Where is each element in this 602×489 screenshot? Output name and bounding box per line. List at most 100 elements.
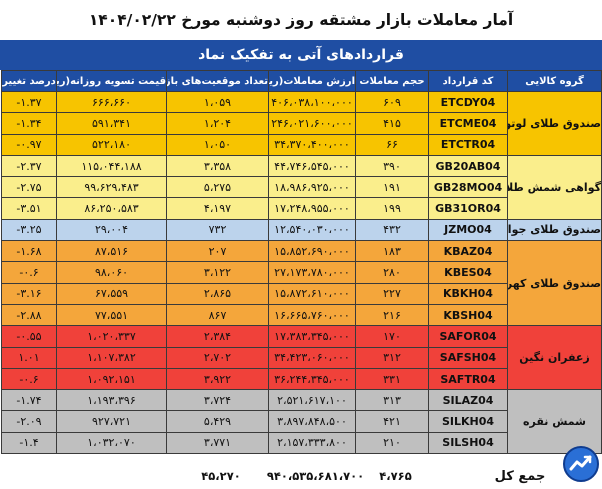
contract-code-cell: KBKH04 bbox=[428, 282, 508, 305]
trade-volume-cell: ۱۹۱ bbox=[355, 176, 429, 199]
settlement-price-cell: ۹۸،۰۶۰ bbox=[56, 261, 167, 284]
commodity-group-cell: صندوق طلای جواهر bbox=[507, 218, 602, 242]
table-row: -۱.۳۴ ۵۹۱،۳۴۱ ۱،۲۰۴ ۲۴۶،۰۲۱،۶۰۰،۰۰۰ ۴۱۵ ETCME… bbox=[1, 112, 602, 135]
open-positions-cell: ۷۳۲ bbox=[166, 218, 269, 242]
settlement-price-cell: ۱،۰۳۲،۰۷۰ bbox=[56, 431, 167, 455]
settlement-price-cell: ۹۲۷،۷۲۱ bbox=[56, 410, 167, 433]
header-volume: حجم معاملات bbox=[355, 70, 429, 92]
trade-value-cell: ۳،۸۹۷،۸۴۸،۵۰۰ bbox=[268, 410, 356, 433]
total-open-positions: ۴۵،۲۷۰ bbox=[201, 469, 241, 483]
table-row: -۳.۱۶ ۶۷،۵۵۹ ۲،۸۶۵ ۱۵،۸۷۲،۶۱۰،۰۰۰ ۲۲۷ KBKH04 bbox=[1, 282, 602, 305]
trade-volume-cell: ۴۱۵ bbox=[355, 112, 429, 135]
change-cell: -۱.۴ bbox=[1, 431, 57, 455]
open-positions-cell: ۳،۷۲۴ bbox=[166, 389, 269, 412]
trade-volume-cell: ۲۱۶ bbox=[355, 303, 429, 327]
contract-code-cell: SAFOR04 bbox=[428, 325, 508, 348]
trade-volume-cell: ۳۹۰ bbox=[355, 154, 429, 178]
trade-value-cell: ۱۵،۸۷۲،۶۱۰،۰۰۰ bbox=[268, 282, 356, 305]
total-value: ۹۴۰،۵۳۵،۶۸۱،۷۰۰ bbox=[266, 469, 365, 483]
change-cell: ۱.۰۱ bbox=[1, 346, 57, 369]
change-cell: -۳.۵۱ bbox=[1, 197, 57, 220]
trade-value-cell: ۲۷،۱۷۳،۷۸۰،۰۰۰ bbox=[268, 261, 356, 284]
change-cell: -۲.۸۸ bbox=[1, 303, 57, 327]
open-positions-cell: ۴،۱۹۷ bbox=[166, 197, 269, 220]
trade-value-cell: ۱۶،۶۶۵،۷۶۰،۰۰۰ bbox=[268, 303, 356, 327]
change-cell: -۱.۷۴ bbox=[1, 389, 57, 412]
contract-code-cell: SILSH04 bbox=[428, 431, 508, 455]
commodity-group-cell: زعفران نگین bbox=[507, 325, 602, 391]
page-title: آمار معاملات بازار مشتقه روز دوشنبه مورخ… bbox=[88, 11, 514, 29]
trade-volume-cell: ۳۱۳ bbox=[355, 389, 429, 412]
contract-code-cell: GB20AB04 bbox=[428, 154, 508, 178]
open-positions-cell: ۱،۰۵۰ bbox=[166, 133, 269, 156]
trade-value-cell: ۳۴،۴۲۳،۰۶۰،۰۰۰ bbox=[268, 346, 356, 369]
table-row: -۱.۷۴ ۱،۱۹۳،۳۹۶ ۳،۷۲۴ ۲،۵۲۱،۶۱۷،۱۰۰ ۳۱۳ SILAZ… bbox=[1, 389, 602, 455]
open-positions-cell: ۳،۱۲۲ bbox=[166, 261, 269, 284]
trade-volume-cell: ۱۸۳ bbox=[355, 240, 429, 263]
table-row: -۰.۹۷ ۵۲۲،۱۸۰ ۱،۰۵۰ ۳۴،۳۷۰،۴۰۰،۰۰۰ ۶۶ ETCTR04 bbox=[1, 133, 602, 156]
open-positions-cell: ۱،۰۵۹ bbox=[166, 90, 269, 114]
settlement-price-cell: ۸۶،۲۵۰،۵۸۳ bbox=[56, 197, 167, 220]
settlement-price-cell: ۶۷،۵۵۹ bbox=[56, 282, 167, 305]
contract-code-cell: KBES04 bbox=[428, 261, 508, 284]
trade-value-cell: ۱۷،۳۸۳،۳۴۵،۰۰۰ bbox=[268, 325, 356, 348]
contract-code-cell: GB31OR04 bbox=[428, 197, 508, 220]
settlement-price-cell: ۵۲۲،۱۸۰ bbox=[56, 133, 167, 156]
trade-volume-cell: ۴۳۲ bbox=[355, 218, 429, 242]
contract-code-cell: SAFTR04 bbox=[428, 367, 508, 391]
contract-code-cell: KBAZ04 bbox=[428, 240, 508, 263]
trade-volume-cell: ۲۱۰ bbox=[355, 431, 429, 455]
contract-code-cell: SAFSH04 bbox=[428, 346, 508, 369]
total-label: جمع کل bbox=[494, 468, 546, 484]
trade-value-cell: ۲۴۶،۰۲۱،۶۰۰،۰۰۰ bbox=[268, 112, 356, 135]
contract-code-cell: ETCDY04 bbox=[428, 90, 508, 114]
trade-value-cell: ۲،۵۲۱،۶۱۷،۱۰۰ bbox=[268, 389, 356, 412]
settlement-price-cell: ۱۱۵،۰۴۴،۱۸۸ bbox=[56, 154, 167, 178]
change-cell: -۲.۰۹ bbox=[1, 410, 57, 433]
table-row: -۱.۴ ۱،۰۳۲،۰۷۰ ۳،۷۷۱ ۲،۱۵۷،۳۳۳،۸۰۰ ۲۱۰ SILSH0… bbox=[1, 431, 602, 455]
change-cell: -۳.۱۶ bbox=[1, 282, 57, 305]
contract-code-cell: ETCME04 bbox=[428, 112, 508, 135]
trade-value-cell: ۴۰۶،۰۳۸،۱۰۰،۰۰۰ bbox=[268, 90, 356, 114]
open-positions-cell: ۲۰۷ bbox=[166, 240, 269, 263]
commodity-group-cell: شمش نقره bbox=[507, 389, 602, 455]
change-cell: -۱.۳۴ bbox=[1, 112, 57, 135]
settlement-price-cell: ۱،۰۹۲،۱۵۱ bbox=[56, 367, 167, 391]
trade-volume-cell: ۲۲۷ bbox=[355, 282, 429, 305]
trade-value-cell: ۲،۱۵۷،۳۳۳،۸۰۰ bbox=[268, 431, 356, 455]
table-row: -۳.۲۵ ۲۹،۰۰۴ ۷۳۲ ۱۲،۵۴۰،۰۳۰،۰۰۰ ۴۳۲ JZMO04 صند… bbox=[1, 218, 602, 242]
trade-volume-cell: ۶۰۹ bbox=[355, 90, 429, 114]
trade-value-cell: ۴۴،۷۴۶،۵۴۵،۰۰۰ bbox=[268, 154, 356, 178]
settlement-price-cell: ۱،۰۲۰،۳۳۷ bbox=[56, 325, 167, 348]
open-positions-cell: ۲،۷۰۲ bbox=[166, 346, 269, 369]
open-positions-cell: ۳،۹۲۲ bbox=[166, 367, 269, 391]
contract-code-cell: GB28MO04 bbox=[428, 176, 508, 199]
table-row: -۰.۵۵ ۱،۰۲۰،۳۳۷ ۲،۳۸۴ ۱۷،۳۸۳،۳۴۵،۰۰۰ ۱۷۰ SAFO… bbox=[1, 325, 602, 391]
trade-value-cell: ۳۴،۳۷۰،۴۰۰،۰۰۰ bbox=[268, 133, 356, 156]
trade-volume-cell: ۱۹۹ bbox=[355, 197, 429, 220]
contract-code-cell: SILAZ04 bbox=[428, 389, 508, 412]
settlement-price-cell: ۱،۱۹۳،۳۹۶ bbox=[56, 389, 167, 412]
trade-value-cell: ۳۶،۲۴۴،۳۴۵،۰۰۰ bbox=[268, 367, 356, 391]
settlement-price-cell: ۷۷،۵۵۱ bbox=[56, 303, 167, 327]
trade-value-cell: ۱۵،۸۵۲،۶۹۰،۰۰۰ bbox=[268, 240, 356, 263]
trade-volume-cell: ۱۷۰ bbox=[355, 325, 429, 348]
table-row: -۱.۶۸ ۸۷،۵۱۶ ۲۰۷ ۱۵،۸۵۲،۶۹۰،۰۰۰ ۱۸۳ KBAZ04 صند… bbox=[1, 240, 602, 327]
totals-row: ۴۵،۲۷۰ ۹۴۰،۵۳۵،۶۸۱،۷۰۰ ۴،۷۶۵ جمع کل bbox=[0, 463, 602, 489]
table-subtitle: قراردادهای آتی به تفکیک نماد bbox=[0, 40, 602, 70]
trade-volume-cell: ۳۳۱ bbox=[355, 367, 429, 391]
header-group: گروه کالایی bbox=[507, 70, 602, 92]
trend-chart-logo-icon bbox=[563, 446, 599, 482]
open-positions-cell: ۸۶۷ bbox=[166, 303, 269, 327]
trade-value-cell: ۱۷،۲۴۸،۹۵۵،۰۰۰ bbox=[268, 197, 356, 220]
open-positions-cell: ۵،۴۲۹ bbox=[166, 410, 269, 433]
settlement-price-cell: ۱،۱۰۷،۳۸۲ bbox=[56, 346, 167, 369]
trade-volume-cell: ۴۲۱ bbox=[355, 410, 429, 433]
change-cell: -۱.۳۷ bbox=[1, 90, 57, 114]
table-row: -۲.۸۸ ۷۷،۵۵۱ ۸۶۷ ۱۶،۶۶۵،۷۶۰،۰۰۰ ۲۱۶ KBSH04 bbox=[1, 303, 602, 327]
total-volume: ۴،۷۶۵ bbox=[379, 469, 412, 483]
change-cell: -۰.۵۵ bbox=[1, 325, 57, 348]
settlement-price-cell: ۲۹،۰۰۴ bbox=[56, 218, 167, 242]
contract-code-cell: JZMO04 bbox=[428, 218, 508, 242]
header-code: کد قرارداد bbox=[428, 70, 508, 92]
